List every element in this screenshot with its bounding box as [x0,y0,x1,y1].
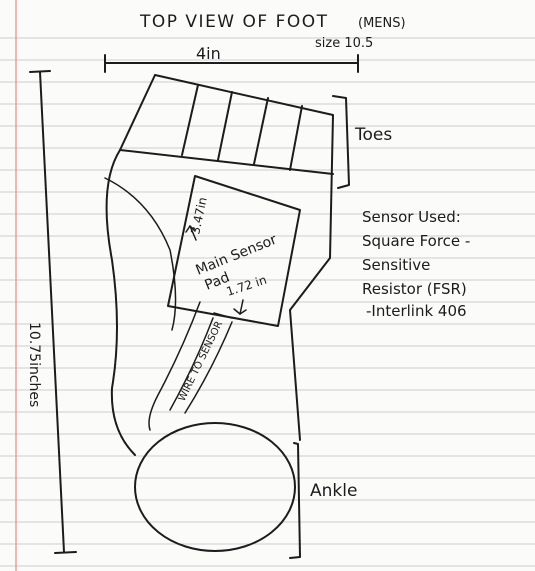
sensor-note: Sensor Used: Square Force - Sensitive Re… [362,208,470,320]
sensor-pad-label: Main Sensor [194,232,280,279]
width-arrow [239,299,244,315]
sensor-note-line: Sensitive [362,256,430,274]
sensor-width-dim: 1.72 in [225,273,269,299]
ankle-label: Ankle [310,481,357,501]
size-note: size 10.5 [315,36,373,51]
sensor-note-line: Sensor Used: [362,208,461,226]
toes-bracket [332,95,350,189]
ankle-circle [134,422,296,552]
width-dimension [104,54,359,73]
sensor-note-line: Square Force - [362,232,470,250]
main-sensor-pad [167,175,301,327]
length-label: 10.75inches [26,322,42,407]
sensor-note-line: -Interlink 406 [366,302,467,320]
toes-label: Toes [354,125,392,145]
ankle-bracket [289,442,301,559]
foot-outline [104,74,334,456]
width-label: 4in [196,44,221,63]
wire-label: WIRE TO SENSOR [177,320,225,404]
toe-dividers [181,84,303,171]
title-note: (MENS) [358,16,406,31]
sensor-note-line: Resistor (FSR) [362,280,467,298]
height-arrow [189,225,197,241]
sensor-wire [169,312,233,414]
diagram-title: TOP VIEW OF FOOT [139,12,329,32]
length-dimension [29,70,77,554]
